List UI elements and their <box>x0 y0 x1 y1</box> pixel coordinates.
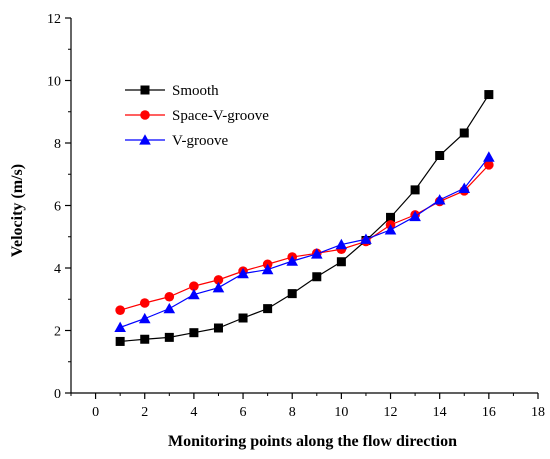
data-point <box>287 289 297 299</box>
data-point <box>213 275 224 285</box>
data-point <box>164 332 174 342</box>
y-tick-label: 12 <box>47 12 61 27</box>
data-point <box>139 298 150 308</box>
x-tick-label: 16 <box>482 405 496 420</box>
x-tick-label: 12 <box>384 405 398 420</box>
legend-marker <box>140 110 150 120</box>
legend-item: Smooth <box>125 83 219 99</box>
data-point <box>212 281 225 293</box>
data-point <box>483 151 495 162</box>
data-point <box>386 212 396 222</box>
y-tick-label: 10 <box>47 75 61 90</box>
legend-marker <box>140 85 150 95</box>
axes: 0 2 4 6 8 10 12 0 2 4 6 8 10 12 14 16 18 <box>47 12 545 420</box>
x-tick-label: 14 <box>433 405 447 420</box>
y-tick-label: 6 <box>54 200 61 215</box>
x-tick-label: 4 <box>190 405 197 420</box>
x-tick-label: 18 <box>531 405 545 420</box>
legend-item: V-groove <box>125 133 228 149</box>
legend-item: Space-V-groove <box>125 108 269 124</box>
legend: Smooth Space-V-groove V-groove <box>125 83 269 149</box>
legend-label: Space-V-groove <box>172 108 269 124</box>
series-line <box>119 164 490 311</box>
data-point <box>115 305 125 315</box>
data-point <box>263 304 273 314</box>
data-point <box>310 248 323 259</box>
data-point <box>213 323 223 333</box>
legend-label: V-groove <box>172 133 228 149</box>
data-point <box>286 255 299 266</box>
data-point <box>484 90 494 100</box>
data-point <box>189 281 199 291</box>
data-point <box>188 288 200 300</box>
x-tick-label: 8 <box>289 405 296 420</box>
series-line <box>120 94 490 343</box>
data-point <box>435 151 445 160</box>
data-point <box>459 128 469 138</box>
x-axis-title: Monitoring points along the flow directi… <box>168 433 457 450</box>
data-point <box>140 334 150 344</box>
y-axis-title: Velocity (m/s) <box>9 164 26 257</box>
data-point <box>433 194 446 205</box>
data-point <box>360 233 372 244</box>
series-space-v-groove <box>115 160 494 315</box>
data-point <box>237 267 249 279</box>
legend-marker <box>139 134 151 145</box>
x-tick-label: 6 <box>240 405 247 420</box>
data-point <box>336 257 346 267</box>
x-tick-label: 2 <box>141 405 148 420</box>
data-point <box>115 336 125 346</box>
data-point <box>335 238 348 250</box>
series-layer <box>114 90 495 346</box>
x-tick-label: 10 <box>334 405 348 420</box>
y-tick-label: 4 <box>54 262 61 277</box>
data-point <box>164 291 175 302</box>
data-point <box>114 321 126 333</box>
legend-label: Smooth <box>172 83 219 99</box>
x-tick-label: 0 <box>92 405 99 420</box>
data-point <box>312 272 322 282</box>
y-tick-label: 2 <box>54 325 61 340</box>
data-point <box>384 224 397 235</box>
data-point <box>409 210 421 222</box>
data-point <box>484 160 494 170</box>
y-tick-label: 0 <box>54 387 61 402</box>
data-point <box>163 302 176 314</box>
y-tick-label: 8 <box>54 137 61 152</box>
data-point <box>238 313 248 323</box>
data-point <box>261 263 274 275</box>
data-point <box>458 182 471 193</box>
data-point <box>410 185 420 195</box>
data-point <box>138 312 151 324</box>
series-line <box>119 156 490 328</box>
data-point <box>189 328 199 338</box>
series-v-groove <box>114 151 495 333</box>
